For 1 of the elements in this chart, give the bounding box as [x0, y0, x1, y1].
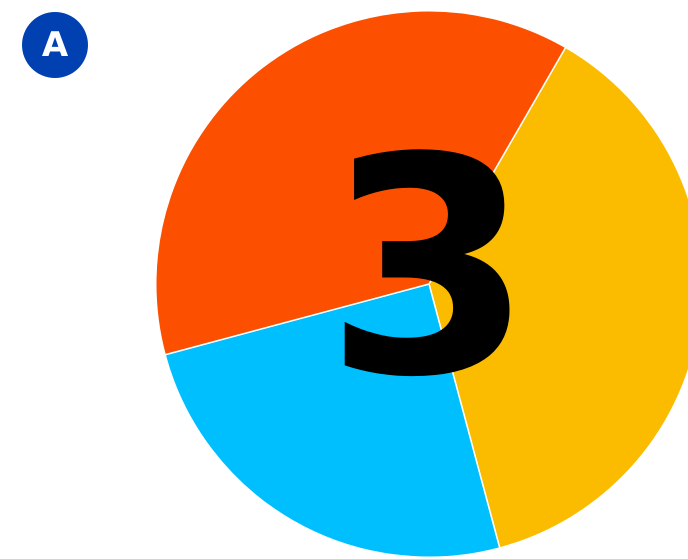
- circle-badge: A: [22, 12, 88, 78]
